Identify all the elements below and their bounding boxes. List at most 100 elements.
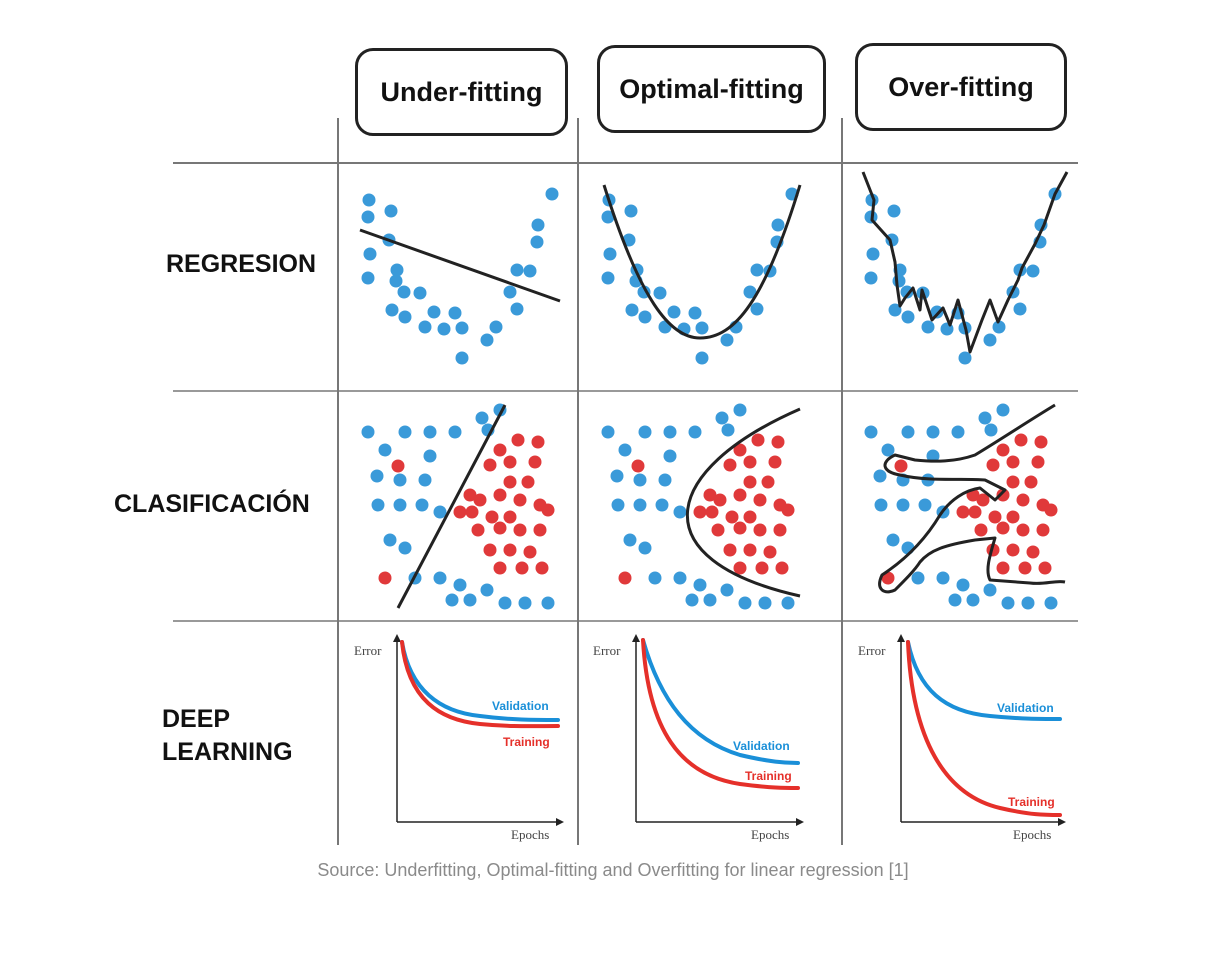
classification-blue-point (601, 425, 615, 439)
regression-point (510, 263, 524, 277)
classification-red-point (1031, 455, 1045, 469)
overfit-validation-curve (906, 640, 1062, 721)
classification-red-point (773, 523, 787, 537)
classification-blue-point (448, 425, 462, 439)
classification-blue-point (715, 411, 729, 425)
classification-red-point (753, 493, 767, 507)
classification-blue-point (911, 571, 925, 585)
classification-blue-point (663, 425, 677, 439)
classification-red-point (513, 523, 527, 537)
classification-blue-point (638, 541, 652, 555)
classification-red-point (493, 443, 507, 457)
classification-red-point (705, 505, 719, 519)
classification-blue-point (480, 583, 494, 597)
regression-point (385, 303, 399, 317)
classification-red-point (996, 443, 1010, 457)
classification-red-point (1034, 435, 1048, 449)
classification-blue-point (633, 473, 647, 487)
regression-point (930, 305, 944, 319)
classification-red-point (768, 455, 782, 469)
classification-blue-point (418, 473, 432, 487)
classification-blue-point (398, 541, 412, 555)
classification-blue-point (415, 498, 429, 512)
classification-blue-point (983, 583, 997, 597)
classification-blue-point (978, 411, 992, 425)
classification-red-point (763, 545, 777, 559)
overfit-y-axis-arrow (897, 634, 905, 642)
classification-red-point (535, 561, 549, 575)
classification-red-point (956, 505, 970, 519)
classification-red-point (618, 571, 632, 585)
classification-red-point (1024, 475, 1038, 489)
classification-blue-point (453, 578, 467, 592)
classification-blue-point (781, 596, 795, 610)
header-over-fitting: Over-fitting (855, 43, 1067, 131)
regression-point (667, 305, 681, 319)
classification-red-point (968, 505, 982, 519)
row-label-regresion: REGRESION (166, 250, 317, 278)
regression-point (390, 263, 404, 277)
classification-blue-point (361, 425, 375, 439)
regression-point (601, 271, 615, 285)
classification-blue-point (688, 425, 702, 439)
classification-red-point (503, 543, 517, 557)
classification-blue-point (518, 596, 532, 610)
classification-blue-point (393, 498, 407, 512)
classification-blue-point (498, 596, 512, 610)
classification-red-point (986, 458, 1000, 472)
classification-blue-point (663, 449, 677, 463)
classification-red-point (743, 510, 757, 524)
classification-red-point (733, 561, 747, 575)
classification-red-point (755, 561, 769, 575)
regression-point (531, 218, 545, 232)
classification-red-point (988, 510, 1002, 524)
classification-red-point (771, 435, 785, 449)
classification-blue-point (984, 423, 998, 437)
classification-blue-point (721, 423, 735, 437)
optimal-y-axis-label: Error (593, 643, 621, 658)
regression-point (653, 286, 667, 300)
underfit-training-curve (400, 640, 560, 729)
classification-red-point (1026, 545, 1040, 559)
classification-red-point (974, 523, 988, 537)
regression-point (389, 274, 403, 288)
optimal-training-label: Training (745, 769, 792, 783)
regression-point (455, 321, 469, 335)
classification-blue-point (881, 443, 895, 457)
regression-point (530, 235, 544, 249)
underfit-regression-line (359, 228, 561, 303)
classification-blue-point (873, 469, 887, 483)
classification-blue-point (618, 443, 632, 457)
classification-blue-point (423, 425, 437, 439)
classification-blue-point (926, 425, 940, 439)
classification-red-point (1018, 561, 1032, 575)
regression-point (398, 310, 412, 324)
classification-red-point (713, 493, 727, 507)
regression-point (625, 303, 639, 317)
classification-red-point (775, 561, 789, 575)
regression-point (361, 210, 375, 224)
overfit-x-axis-arrow (1058, 818, 1066, 826)
classification-blue-point (398, 425, 412, 439)
regression-point (921, 320, 935, 334)
classification-red-point (485, 510, 499, 524)
classification-red-point (503, 475, 517, 489)
row-label-clasificacion: CLASIFICACIÓN (114, 490, 310, 518)
regression-point (750, 263, 764, 277)
classification-blue-point (720, 583, 734, 597)
classification-blue-point (864, 425, 878, 439)
optimal-x-axis-label: Epochs (751, 827, 789, 842)
regression-point (866, 247, 880, 261)
regression-point (523, 264, 537, 278)
overfit-validation-label: Validation (997, 701, 1054, 715)
regression-point (720, 333, 734, 347)
regression-point (638, 310, 652, 324)
classification-red-point (1016, 523, 1030, 537)
classification-blue-point (758, 596, 772, 610)
classification-blue-point (693, 578, 707, 592)
classification-red-point (711, 523, 725, 537)
classification-red-point (743, 543, 757, 557)
regression-point (545, 187, 559, 201)
